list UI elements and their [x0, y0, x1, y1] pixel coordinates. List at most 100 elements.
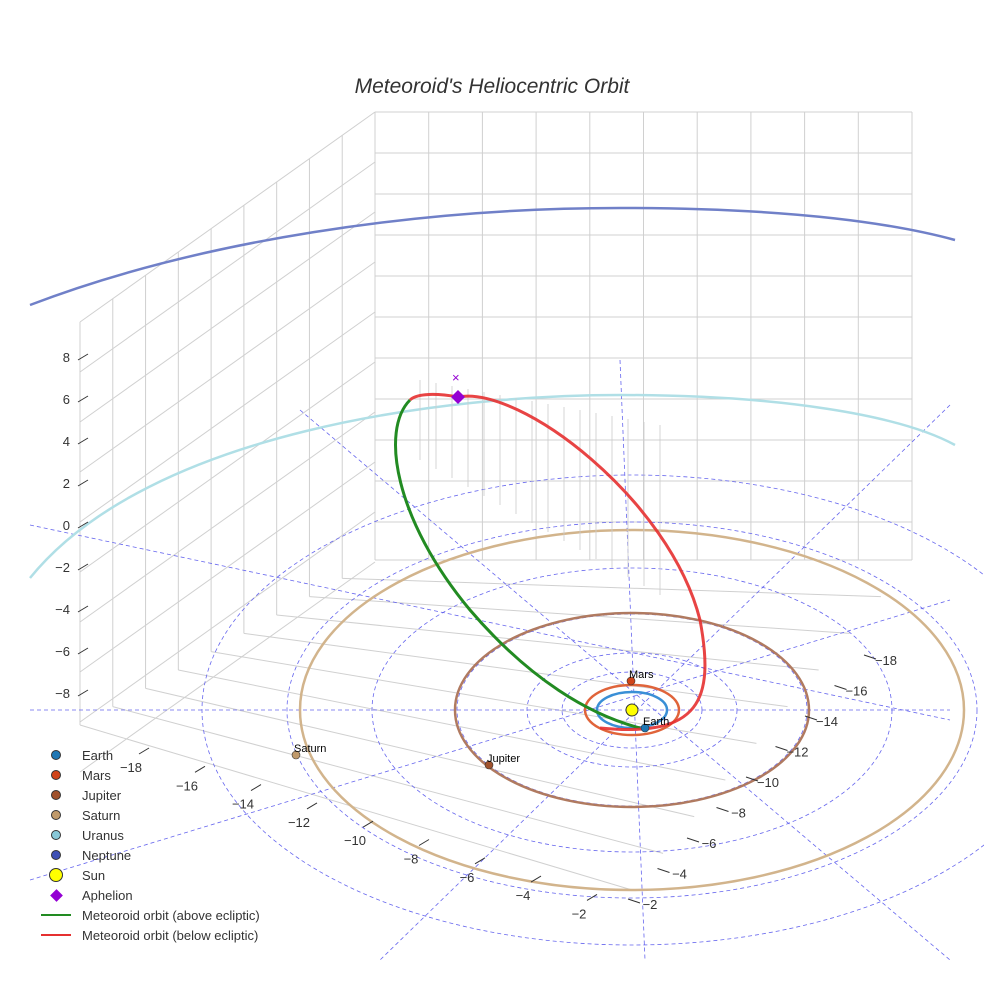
legend-item-sun[interactable]: Sun — [38, 865, 260, 885]
ecliptic-ring — [201, 474, 984, 946]
grid-line — [309, 596, 850, 634]
legend-item-uranus[interactable]: Uranus — [38, 825, 260, 845]
legend-symbol-icon — [38, 790, 74, 800]
planet-marker-mars — [626, 676, 636, 686]
y-tick-label: −18 — [875, 653, 897, 668]
legend-label: Saturn — [82, 807, 121, 823]
grid-line — [243, 632, 788, 708]
legend-symbol-icon — [38, 830, 74, 840]
planet-marker-saturn — [291, 750, 301, 760]
y-tick-mark — [686, 837, 700, 843]
legend-item-jupiter[interactable]: Jupiter — [38, 785, 260, 805]
x-tick-mark — [194, 765, 206, 773]
legend-item-saturn[interactable]: Saturn — [38, 805, 260, 825]
y-tick-mark — [716, 807, 729, 812]
legend-symbol-icon — [38, 868, 74, 882]
grid-line — [79, 461, 376, 673]
ecliptic-axis-line — [619, 359, 646, 961]
z-tick-label: 6 — [63, 392, 70, 407]
y-tick-label: −14 — [816, 714, 838, 729]
aphelion-marker — [451, 390, 465, 404]
legend-symbol-icon — [38, 750, 74, 760]
grid-line — [342, 577, 881, 598]
x-tick-label: −14 — [232, 797, 254, 812]
y-tick-mark — [775, 746, 788, 751]
legend-symbol-icon — [38, 914, 74, 916]
grid-line — [79, 561, 376, 773]
z-tick-mark — [77, 563, 89, 571]
y-tick-label: −8 — [731, 806, 746, 821]
legend-item-earth[interactable]: Earth — [38, 745, 260, 765]
orbit-jupiter — [453, 611, 811, 809]
planet-label: Earth — [643, 716, 669, 728]
ecliptic-ring — [286, 521, 978, 899]
meteoroid-orbit-above — [394, 398, 641, 730]
z-tick-label: 4 — [63, 434, 70, 449]
ecliptic-axis-line — [29, 599, 951, 881]
y-tick-label: −16 — [845, 684, 867, 699]
planet-label: Jupiter — [487, 753, 520, 765]
z-tick-mark — [77, 437, 89, 445]
legend-item-orbit-above[interactable]: Meteoroid orbit (above ecliptic) — [38, 905, 260, 925]
z-tick-mark — [77, 353, 89, 361]
x-tick-label: −12 — [288, 815, 310, 830]
y-tick-label: −4 — [672, 867, 687, 882]
orbit-uranus — [29, 393, 956, 579]
grid-line — [276, 614, 819, 671]
z-tick-mark — [77, 689, 89, 697]
y-tick-label: −6 — [702, 836, 717, 851]
z-tick-mark — [77, 647, 89, 655]
x-tick-mark — [138, 747, 150, 755]
legend-label: Jupiter — [82, 787, 122, 803]
x-tick-label: −8 — [404, 852, 419, 867]
orbit-neptune — [29, 206, 956, 307]
chart-title: Meteoroid's Heliocentric Orbit — [354, 75, 630, 98]
grid-line — [79, 211, 376, 423]
legend-item-orbit-below[interactable]: Meteoroid orbit (below ecliptic) — [38, 925, 260, 945]
x-tick-label: −4 — [516, 888, 531, 903]
z-tick-label: −4 — [55, 602, 70, 617]
y-tick-label: −10 — [757, 775, 779, 790]
z-tick-mark — [77, 521, 89, 529]
legend-symbol-icon — [38, 934, 74, 936]
y-tick-label: −12 — [786, 745, 808, 760]
grid-line — [79, 311, 376, 523]
z-tick-label: 8 — [63, 350, 70, 365]
legend-label: Aphelion — [82, 887, 133, 903]
meteoroid-orbit-below — [408, 392, 707, 731]
legend-item-aphelion[interactable]: Aphelion — [38, 885, 260, 905]
legend-item-mars[interactable]: Mars — [38, 765, 260, 785]
z-tick-label: 0 — [63, 518, 70, 533]
grid-line — [79, 411, 376, 623]
x-tick-mark — [474, 857, 486, 865]
y-tick-mark — [657, 868, 670, 873]
y-tick-mark — [863, 654, 877, 660]
grid-line — [79, 261, 376, 473]
legend-label: Meteoroid orbit (below ecliptic) — [82, 927, 259, 943]
orbit-saturn — [298, 528, 966, 892]
x-tick-label: −2 — [572, 906, 587, 921]
legend-symbol-icon — [38, 888, 74, 902]
x-tick-mark — [586, 893, 598, 901]
ecliptic-axis-line — [29, 524, 951, 721]
grid-line — [112, 706, 664, 854]
y-tick-mark — [627, 898, 641, 904]
x-tick-label: −16 — [176, 778, 198, 793]
z-tick-label: −2 — [55, 560, 70, 575]
y-tick-label: −2 — [643, 897, 658, 912]
x-tick-label: −10 — [344, 833, 366, 848]
aphelion-x-icon: × — [452, 370, 460, 385]
grid-line — [79, 161, 376, 373]
y-tick-mark — [745, 776, 759, 782]
planet-label: Mars — [629, 669, 654, 681]
planet-label: Saturn — [294, 743, 326, 755]
x-tick-mark — [250, 784, 262, 792]
grid-line — [79, 111, 376, 323]
z-tick-mark — [77, 395, 89, 403]
legend-label: Neptune — [82, 847, 132, 863]
grid-line — [79, 361, 376, 573]
legend-item-neptune[interactable]: Neptune — [38, 845, 260, 865]
z-tick-label: −6 — [55, 644, 70, 659]
